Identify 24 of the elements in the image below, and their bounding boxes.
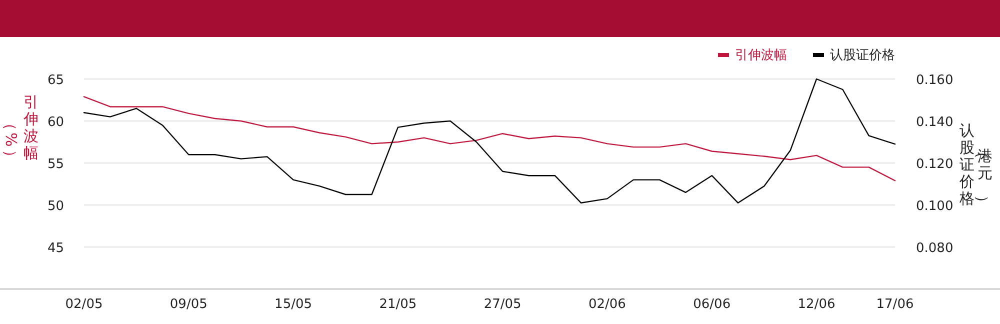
x-tick-label: 06/06	[693, 297, 731, 312]
x-tick-label: 12/06	[798, 297, 836, 312]
line-series	[83, 96, 896, 182]
legend-label: 引伸波幅	[735, 48, 787, 63]
x-tick-label: 27/05	[484, 297, 522, 312]
line-series	[83, 78, 896, 204]
y-tick-label: 65	[47, 73, 64, 88]
y2-tick-label: 0.120	[916, 157, 954, 172]
y-tick-label: 55	[47, 157, 64, 172]
legend-label: 认股证价格	[830, 48, 895, 63]
y-tick-label: 45	[47, 241, 64, 256]
x-tick-label: 09/05	[170, 297, 208, 312]
y2-tick-label: 0.100	[916, 199, 954, 214]
x-tick-label: 15/05	[274, 297, 312, 312]
x-tick-label: 02/05	[65, 297, 103, 312]
x-tick-label: 21/05	[379, 297, 417, 312]
x-tick-label: 02/06	[588, 297, 626, 312]
y-axis-title: 引伸波幅（%）	[2, 93, 38, 164]
y2-tick-label: 0.140	[916, 115, 954, 130]
y2-tick-label: 0.160	[916, 73, 954, 88]
y2-tick-label: 0.080	[916, 241, 954, 256]
y-tick-label: 50	[47, 199, 64, 214]
y-tick-label: 60	[47, 115, 64, 130]
x-tick-label: 17/06	[876, 297, 914, 312]
